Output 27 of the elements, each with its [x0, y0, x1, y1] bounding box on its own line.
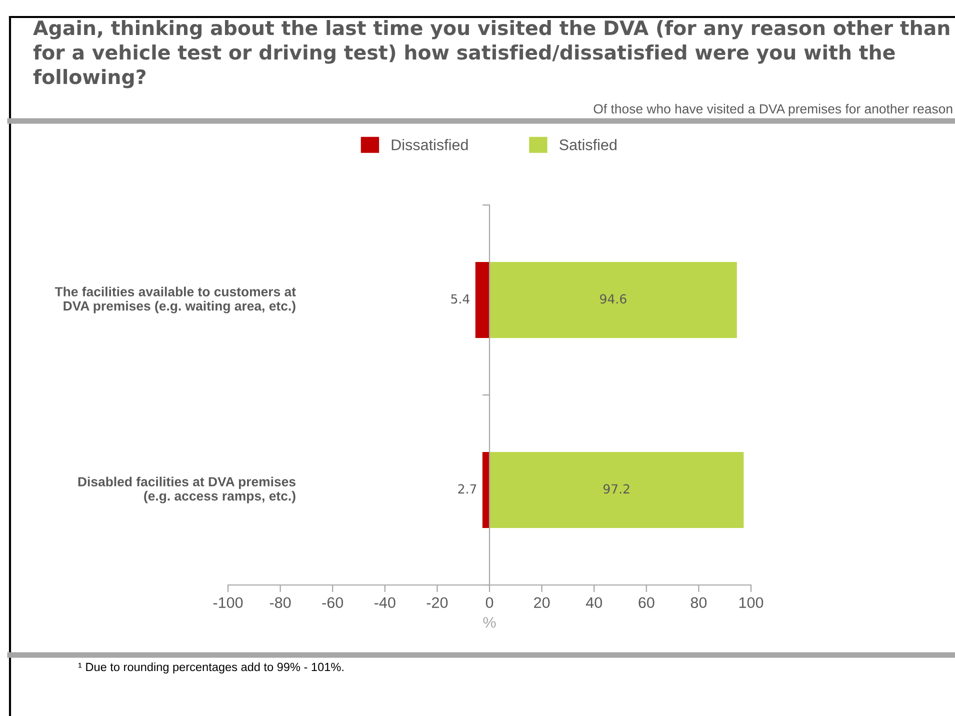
- x-tick-label: 80: [690, 597, 707, 608]
- data-label: 97.2: [603, 484, 630, 494]
- y-tick-label: Disabled facilities at DVA premises (e.g. access ramps, etc.): [78, 476, 296, 504]
- data-label: 5.4: [451, 294, 470, 304]
- x-tick-label: 20: [534, 597, 550, 608]
- x-tick-label: 0: [486, 597, 494, 608]
- legend-label: Satisfied: [560, 139, 616, 150]
- legend-label: Dissatisfied: [392, 139, 468, 150]
- x-tick-label: -100: [213, 597, 243, 608]
- x-tick-label: 60: [638, 597, 654, 608]
- x-tick-label: -80: [270, 597, 291, 608]
- data-label: 2.7: [458, 484, 476, 494]
- bar: [482, 452, 490, 528]
- bar: [475, 262, 490, 338]
- x-tick-label: -40: [374, 597, 396, 608]
- text: ¹ Due to rounding percentages add to 99% - 101%.: [78, 662, 344, 674]
- bar: [490, 262, 737, 338]
- x-tick-label: -60: [322, 597, 344, 608]
- x-axis-title: %: [483, 617, 496, 628]
- data-label: 94.6: [600, 294, 626, 304]
- chart-title: Again, thinking about the last time you visited the DVA (for any reason other than for a vehicle test or driving test) how satisfied/dissatisfied were you with the following?: [33, 20, 950, 88]
- y-tick-label: The facilities available to customers at DVA premises (e.g. waiting area, etc.): [54, 286, 296, 314]
- x-tick-label: -20: [426, 597, 448, 608]
- x-tick-label: 100: [739, 597, 764, 608]
- chart-subtitle: Of those who have visited a DVA premises for another reason: [594, 104, 952, 116]
- x-tick-label: 40: [586, 597, 602, 608]
- bar: [490, 452, 744, 528]
